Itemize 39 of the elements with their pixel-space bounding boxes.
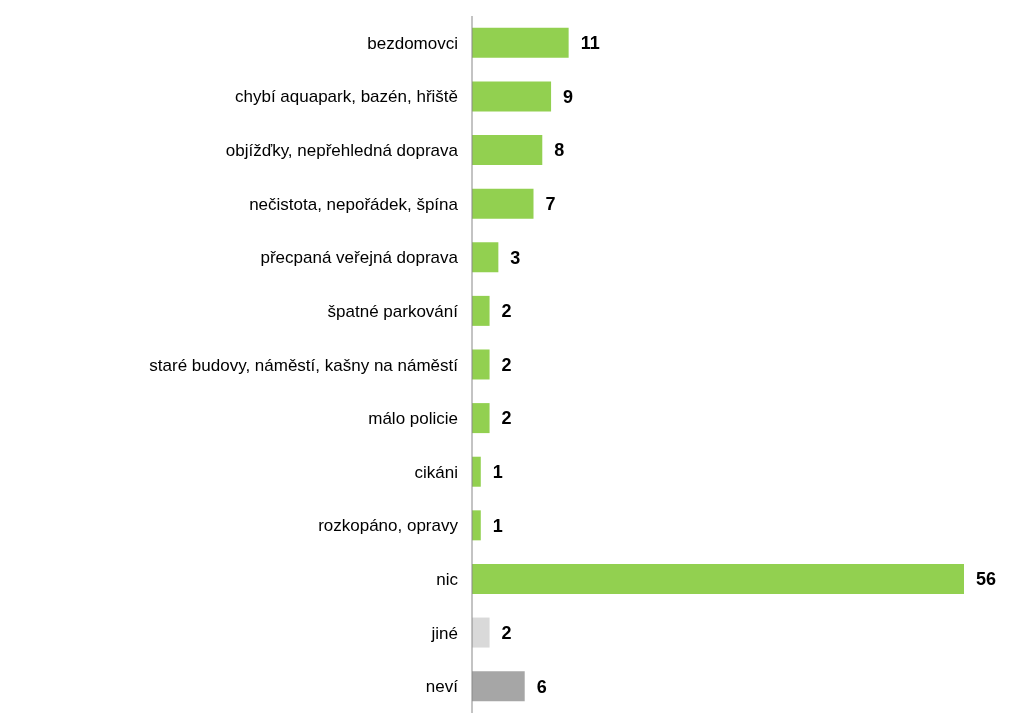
data-label: 7 (545, 194, 556, 215)
y-tick-label: málo policie (368, 409, 458, 429)
y-tick-label: neví (425, 677, 459, 697)
y-tick-label: přecpaná veřejná doprava (260, 248, 459, 268)
data-label: 3 (510, 247, 521, 268)
bar (472, 563, 964, 594)
data-label: 8 (554, 140, 565, 161)
y-tick-label: bezdomovci (367, 33, 458, 53)
bar (472, 671, 525, 702)
data-label: 2 (501, 301, 512, 322)
bar (472, 295, 490, 326)
data-label: 2 (501, 354, 512, 375)
data-label: 1 (492, 515, 503, 536)
y-tick-label: staré budovy, náměstí, kašny na náměstí (149, 355, 459, 375)
bar (472, 617, 490, 648)
data-label: 9 (563, 86, 574, 107)
bar (472, 81, 552, 112)
y-tick-label: nic (436, 570, 459, 589)
bar (472, 510, 481, 541)
data-label: 6 (536, 676, 547, 697)
y-tick-label: nečistota, nepořádek, špína (249, 194, 459, 214)
data-label: 56 (976, 569, 997, 590)
data-label: 11 (580, 33, 600, 54)
data-label: 2 (501, 408, 512, 429)
y-tick-label: jiné (430, 623, 458, 643)
bar (472, 27, 569, 58)
bar (472, 456, 481, 487)
bar (472, 242, 499, 273)
y-tick-label: chybí aquapark, bazén, hřiště (234, 87, 458, 107)
bar (472, 403, 490, 434)
y-tick-label: cikáni (414, 462, 458, 482)
y-tick-label: špatné parkování (327, 301, 459, 321)
y-tick-label: rozkopáno, opravy (318, 516, 459, 536)
data-label: 2 (501, 622, 512, 643)
bar (472, 188, 534, 219)
bar (472, 135, 543, 166)
data-label: 1 (492, 462, 503, 483)
bar (472, 349, 490, 380)
y-tick-label: objížďky, nepřehledná doprava (225, 141, 459, 161)
